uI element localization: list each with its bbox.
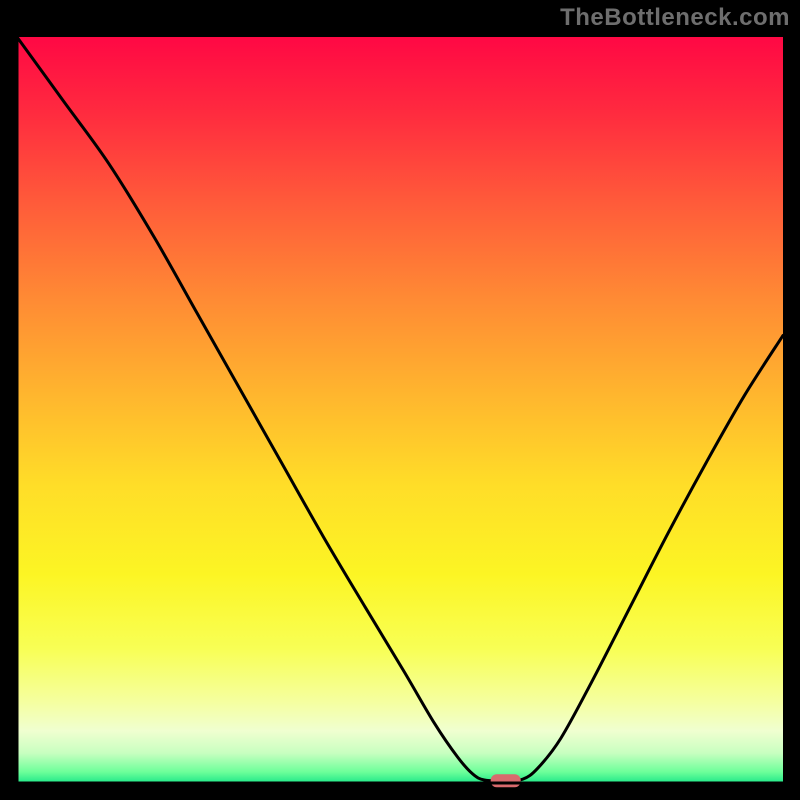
optimum-marker (491, 774, 521, 787)
plot-background (17, 37, 783, 783)
bottleneck-curve-chart (0, 0, 800, 800)
watermark-text: TheBottleneck.com (560, 4, 790, 32)
chart-container: TheBottleneck.com (0, 0, 800, 800)
